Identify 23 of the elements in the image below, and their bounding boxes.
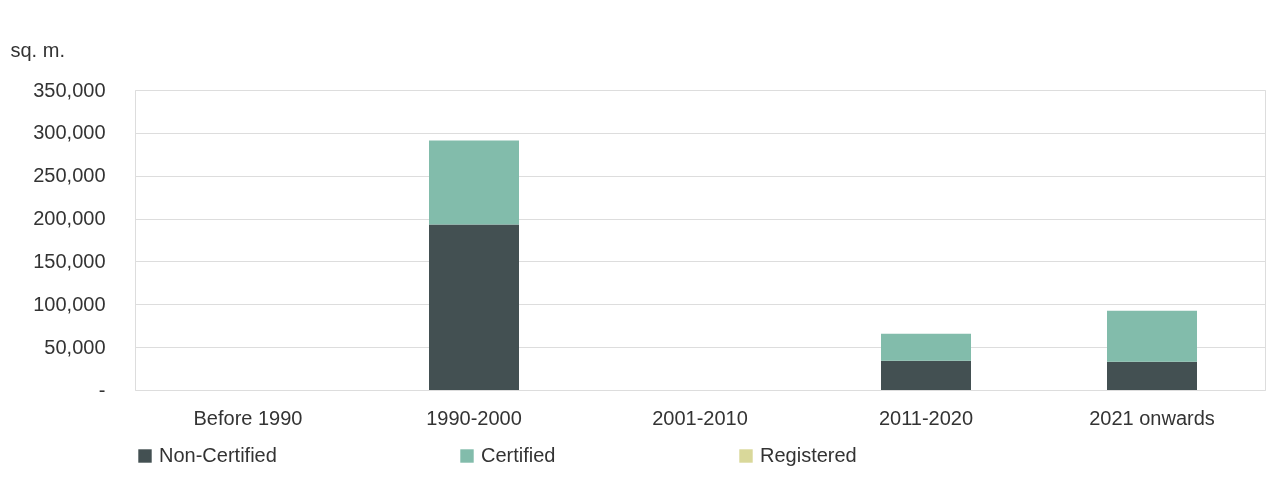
y-tick-label: 100,000	[33, 292, 106, 315]
x-tick-label: 2021 onwards	[1089, 406, 1215, 429]
y-tick-label: 200,000	[33, 207, 106, 230]
legend-label: Registered	[760, 444, 857, 466]
bar	[1107, 310, 1197, 362]
bar	[1107, 361, 1197, 390]
legend-label: Non-Certified	[159, 444, 277, 466]
x-tick-label: 2011-2020	[878, 406, 974, 429]
x-tick-label: 2001-2010	[652, 406, 748, 429]
y-tick-label: 50,000	[44, 335, 106, 358]
x-tick-label: 1990-2000	[426, 406, 522, 429]
y-tick-label: 150,000	[33, 249, 106, 272]
bar	[881, 360, 971, 390]
legend-label: Certified	[481, 444, 556, 466]
y-tick-label: 250,000	[33, 164, 106, 187]
y-tick-label: -	[98, 378, 106, 401]
y-axis-title: sq. m.	[10, 38, 65, 61]
y-tick-label: 350,000	[33, 78, 106, 101]
x-tick-label: Before 1990	[193, 406, 303, 429]
bar	[429, 224, 519, 390]
bar	[429, 140, 519, 225]
bar	[881, 333, 971, 361]
y-tick-label: 300,000	[33, 121, 106, 144]
